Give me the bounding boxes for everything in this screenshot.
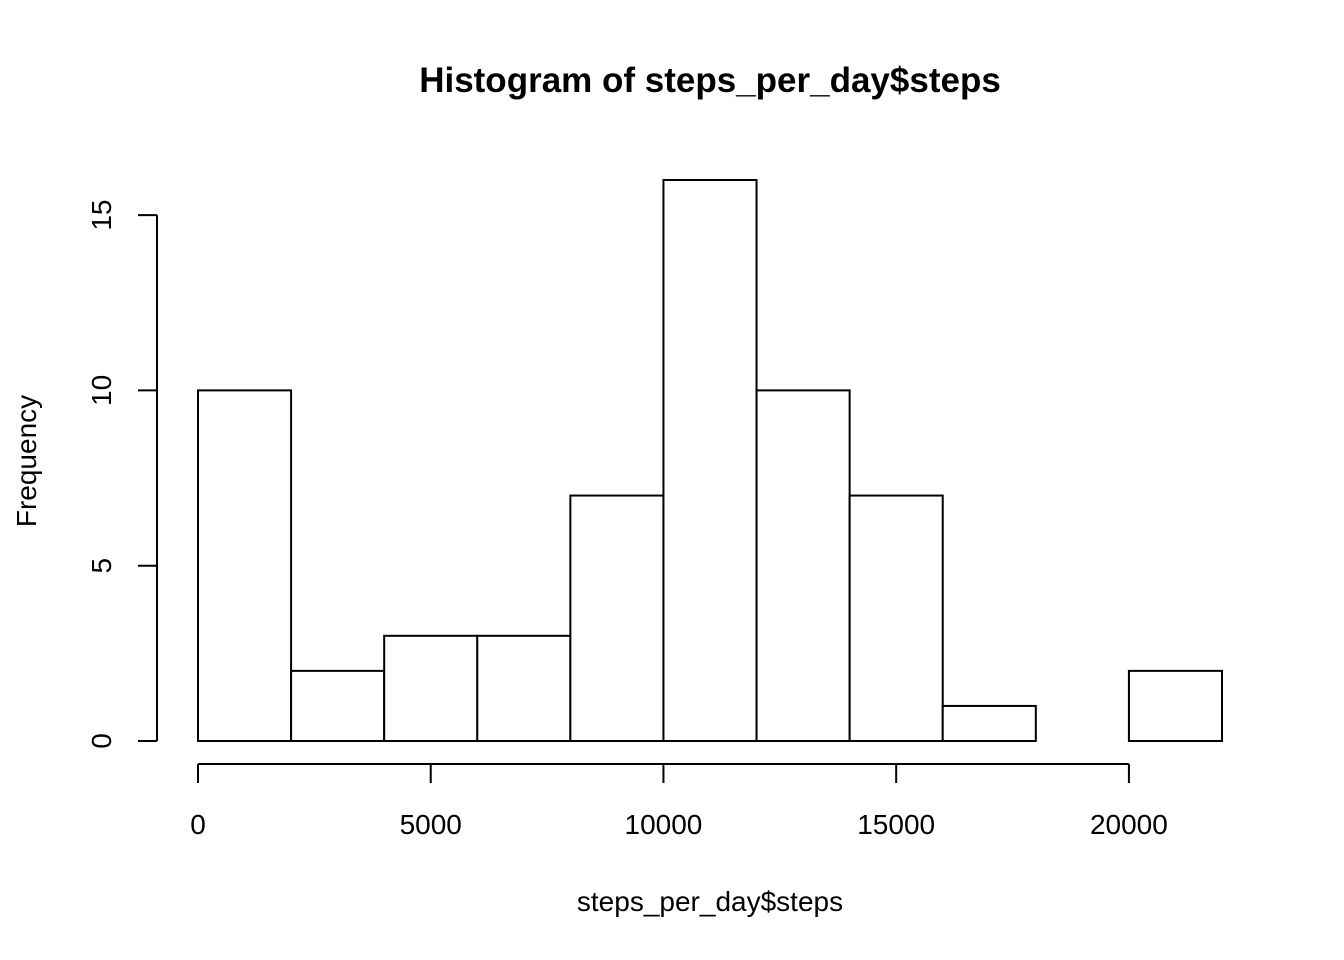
x-tick-label: 0	[190, 809, 206, 840]
histogram-bar	[383, 634, 479, 742]
y-axis: 0 5 10 15	[86, 199, 158, 749]
x-axis-label: steps_per_day$steps	[577, 886, 843, 917]
histogram-bars	[197, 179, 1223, 742]
histogram-bar	[1127, 669, 1223, 742]
histogram-bar	[197, 389, 293, 742]
histogram-bar	[569, 494, 665, 742]
x-tick-label: 5000	[400, 809, 462, 840]
y-tick-label: 10	[86, 375, 117, 406]
x-tick-label: 15000	[857, 809, 935, 840]
y-tick-label: 15	[86, 199, 117, 230]
histogram-bar	[941, 704, 1037, 742]
x-axis: 0 5000 10000 15000 20000	[190, 763, 1168, 840]
y-tick-label: 0	[86, 733, 117, 749]
histogram-bar	[662, 179, 758, 742]
histogram-bar	[290, 669, 386, 742]
y-tick-label: 5	[86, 558, 117, 574]
histogram-bar	[755, 389, 851, 742]
chart-title: Histogram of steps_per_day$steps	[419, 61, 1001, 100]
histogram-bar	[476, 634, 572, 742]
x-tick-label: 10000	[625, 809, 703, 840]
y-axis-label: Frequency	[11, 395, 42, 527]
histogram-bar	[848, 494, 944, 742]
x-tick-label: 20000	[1090, 809, 1168, 840]
